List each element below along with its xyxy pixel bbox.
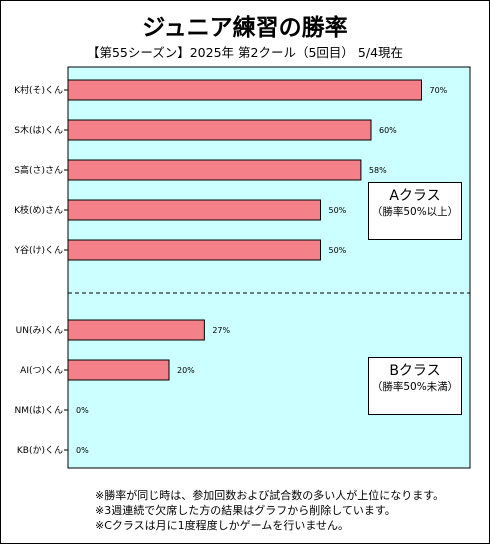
category-label: KB(か)くん bbox=[17, 445, 63, 456]
data-label: 50% bbox=[329, 206, 347, 215]
data-label: 50% bbox=[329, 246, 347, 255]
category-label: S木(は)くん bbox=[14, 124, 63, 136]
chart-subtitle: 【第55シーズン】2025年 第2クール（5回目） 5/4現在 bbox=[86, 45, 404, 60]
bar bbox=[67, 319, 205, 341]
category-label: K枝(め)さん bbox=[14, 204, 63, 216]
category-label: NM(は)くん bbox=[14, 405, 63, 416]
data-label: 70% bbox=[430, 86, 448, 95]
class-b-desc: （勝率50%未満） bbox=[371, 381, 459, 393]
chart-title: ジュニア練習の勝率 bbox=[142, 15, 348, 41]
data-label: 0% bbox=[76, 446, 89, 455]
class-a-desc: （勝率50%以上） bbox=[371, 206, 459, 218]
data-label: 0% bbox=[76, 406, 89, 415]
class-b-box: Bクラス （勝率50%未満） bbox=[368, 357, 462, 415]
class-a-name: Aクラス bbox=[389, 188, 441, 204]
category-label: AI(つ)くん bbox=[20, 365, 63, 376]
bar bbox=[67, 239, 321, 261]
bar bbox=[67, 199, 321, 221]
category-label: Y谷(け)くん bbox=[13, 245, 63, 256]
note-line: ※勝率が同じ時は、参加回数および試合数の多い人が上位になります。 bbox=[95, 489, 445, 502]
data-label: 60% bbox=[379, 126, 397, 135]
data-label: 20% bbox=[177, 366, 195, 375]
note-line: ※Cクラスは月に1度程度しかゲームを行いません。 bbox=[95, 519, 350, 532]
notes: ※勝率が同じ時は、参加回数および試合数の多い人が上位になります。 ※3週連続で欠… bbox=[95, 488, 444, 533]
category-label: UN(み)くん bbox=[16, 325, 63, 336]
bar bbox=[67, 119, 372, 141]
category-label: K村(そ)くん bbox=[14, 84, 63, 96]
category-label: S高(さ)さん bbox=[14, 164, 63, 176]
bar bbox=[67, 359, 170, 381]
class-b-name: Bクラス bbox=[389, 363, 441, 379]
note-line: ※3週連続で欠席した方の結果はグラフから削除しています。 bbox=[95, 504, 396, 517]
class-a-box: Aクラス （勝率50%以上） bbox=[368, 182, 462, 240]
bar bbox=[67, 79, 422, 101]
bar bbox=[67, 159, 362, 181]
data-label: 58% bbox=[369, 166, 387, 175]
data-label: 27% bbox=[212, 326, 230, 335]
